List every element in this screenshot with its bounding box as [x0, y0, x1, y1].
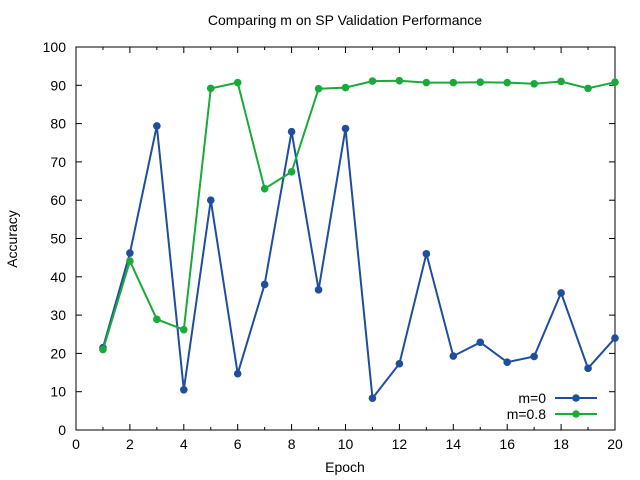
y-tick-label: 50 — [50, 231, 66, 247]
series-2-point — [584, 84, 592, 93]
x-tick-label: 8 — [288, 436, 296, 452]
series-2-point — [233, 78, 242, 87]
series-1-point — [422, 250, 431, 258]
series-1-point — [233, 369, 242, 378]
y-tick-label: 30 — [50, 307, 66, 323]
y-tick-label: 100 — [43, 39, 67, 55]
x-tick-label: 0 — [72, 436, 80, 452]
y-tick-label: 20 — [50, 345, 66, 361]
series-2-point — [260, 184, 269, 193]
y-tick-label: 80 — [50, 116, 66, 132]
series-2-point — [368, 77, 377, 85]
series-2-point — [395, 76, 404, 85]
plot-area: 0 2 4 6 8 10 12 14 16 18 20 0 10 20 30 40 50 60 70 80 90 100 m… — [43, 39, 623, 452]
series-2-point — [530, 79, 538, 88]
series-1-point — [206, 196, 215, 204]
x-tick-label: 12 — [392, 436, 408, 452]
y-tick-label: 90 — [50, 77, 66, 93]
series-1-point — [611, 334, 619, 342]
y-tick-label: 60 — [50, 192, 66, 208]
series-2-point — [206, 84, 215, 93]
series-1-point — [341, 124, 350, 133]
y-tick-label: 0 — [58, 422, 66, 438]
series-2-point — [287, 168, 296, 176]
series-1-point — [260, 280, 269, 289]
series-2-point — [180, 325, 188, 334]
y-tick-label: 70 — [50, 154, 66, 170]
series-line-2 — [102, 79, 616, 350]
series-line-1 — [102, 125, 616, 401]
series-1-point — [314, 286, 323, 294]
series-2-point — [341, 83, 350, 92]
series-1-point — [126, 249, 134, 257]
y-tick-label: 40 — [50, 269, 66, 285]
series-1-point — [449, 352, 458, 360]
series-1-point — [368, 394, 377, 403]
series-1-point — [476, 338, 485, 347]
series-2-point — [503, 78, 512, 87]
x-tick-label: 14 — [446, 436, 462, 452]
legend-marker-1 — [572, 394, 580, 402]
x-tick-label: 4 — [180, 436, 188, 452]
series-2-point — [449, 78, 458, 87]
series-1-point — [557, 289, 565, 297]
series-1-point — [503, 358, 512, 367]
series-2-point — [99, 345, 107, 354]
series-1-point — [153, 122, 161, 130]
x-tick-label: 20 — [607, 436, 623, 452]
legend-marker-2 — [572, 410, 580, 418]
series-2-point — [126, 257, 134, 265]
x-tick-label: 16 — [499, 436, 515, 452]
series-2-point — [557, 77, 565, 86]
y-tick-label: 10 — [50, 384, 66, 400]
series-1-point — [287, 127, 296, 136]
chart-title: Comparing m on SP Validation Performance — [208, 12, 482, 28]
legend-label-1: m=0 — [518, 390, 546, 406]
series-2-point — [422, 78, 431, 87]
x-tick-label: 18 — [553, 436, 569, 452]
series-2-point — [314, 84, 323, 93]
legend-label-2: m=0.8 — [507, 406, 547, 422]
series-2-point — [153, 315, 161, 324]
series-2-point — [611, 78, 619, 87]
x-tick-label: 10 — [338, 436, 354, 452]
series-1-point — [395, 359, 404, 368]
x-axis-label: Epoch — [325, 459, 365, 475]
series-1-point — [180, 385, 188, 394]
series-1-point — [530, 352, 538, 361]
series-2-point — [476, 78, 485, 87]
plot-frame — [75, 46, 616, 431]
x-tick-label: 2 — [126, 436, 134, 452]
series-1-point — [584, 364, 592, 373]
y-axis-label: Accuracy — [4, 210, 20, 268]
x-tick-label: 6 — [234, 436, 242, 452]
